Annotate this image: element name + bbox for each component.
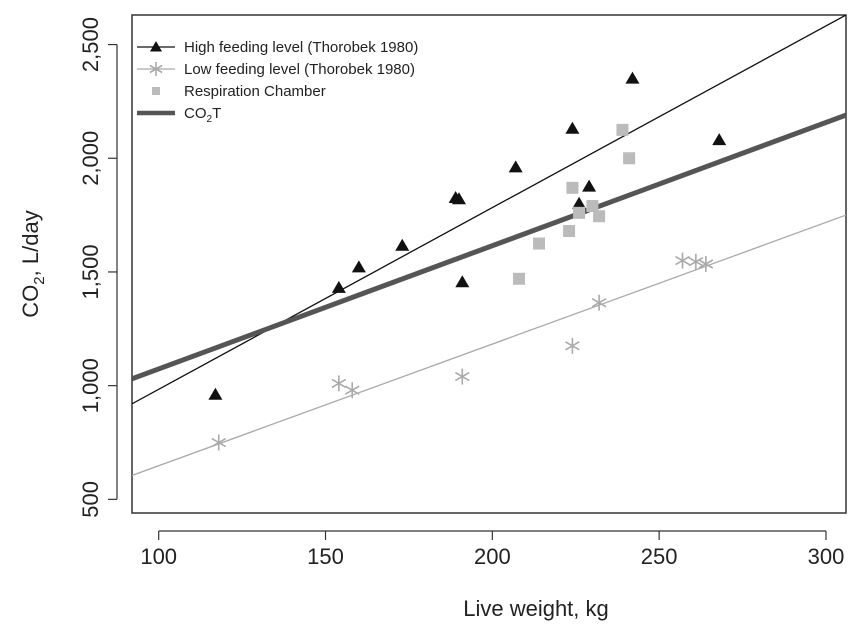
respiration-chamber-point [533,237,546,250]
x-tick-label: 250 [641,544,678,569]
respiration-chamber-point [623,152,636,165]
low-feeding-fit-line [132,214,846,477]
high-feeding-point [451,192,466,205]
high-feeding-point [625,71,640,84]
x-tick-label: 100 [140,544,177,569]
legend-high-triangle-marker [150,41,162,52]
legend-item-low: Low feeding level (Thorobek 1980) [137,61,415,78]
high-feeding-fit-line [132,15,846,405]
x-tick-label: 200 [474,544,511,569]
legend-co2t-label: CO2T [184,105,221,125]
x-axis: 100 150 200 250 300 [140,530,845,569]
y-tick-label: 1,500 [78,244,103,299]
legend-low-asterisk-marker [149,62,163,76]
low-feeding-point [591,294,607,311]
y-axis-title-rest: , L/day [18,210,43,276]
low-feeding-point [331,375,347,392]
high-feeding-point [351,260,366,273]
respiration-chamber-point [616,123,629,136]
plot-frame [131,14,847,514]
high-feeding-point [208,387,223,400]
respiration-chamber-point [563,225,576,238]
y-tick-label: 2,500 [78,17,103,72]
y-axis-title: CO2, L/day [18,210,48,317]
high-feeding-point [395,238,410,251]
x-axis-title: Live weight, kg [463,596,609,621]
high-feeding-point [455,275,470,288]
data-points [208,71,727,451]
legend-item-high: High feeding level (Thorobek 1980) [137,39,418,56]
high-feeding-point [331,280,346,293]
respiration-chamber-point [586,200,599,213]
high-feeding-point [565,121,580,134]
legend-item-chamber: Respiration Chamber [152,83,326,100]
low-feeding-point [688,253,704,270]
low-feeding-point [211,434,227,451]
low-feeding-point [698,256,714,272]
x-tick-label: 150 [307,544,344,569]
high-feeding-point [582,179,597,192]
x-tick-label: 300 [808,544,845,569]
legend-co2t-main: CO [184,105,207,122]
y-axis-title-main: CO [18,285,43,318]
y-axis-title-subscript: 2 [31,276,48,284]
legend-item-co2t: CO2T [137,105,221,125]
y-tick-label: 1,000 [78,358,103,413]
legend-high-label: High feeding level (Thorobek 1980) [184,39,418,56]
low-feeding-point [344,382,360,399]
legend-low-label: Low feeding level (Thorobek 1980) [184,61,415,78]
respiration-chamber-point [573,206,586,219]
high-feeding-point [508,160,523,173]
respiration-chamber-point [566,181,579,194]
fit-lines [132,15,846,477]
legend-chamber-label: Respiration Chamber [184,83,326,100]
high-feeding-point [712,133,727,146]
high-feeding-point [572,196,587,209]
legend-chamber-square-marker [152,87,160,95]
co2t-fit-line [132,112,846,382]
y-axis: 500 1,000 1,500 2,000 2,500 [78,17,118,518]
low-feeding-point [675,252,690,269]
y-tick-label: 2,000 [78,131,103,186]
low-feeding-point [454,368,470,385]
legend-co2t-rest: T [212,105,221,122]
respiration-chamber-point [593,210,606,223]
respiration-chamber-point [513,272,526,285]
y-tick-label: 500 [78,481,103,518]
low-feeding-point [565,337,580,354]
legend: High feeding level (Thorobek 1980) Low f… [137,39,418,125]
legend-co2t-subscript: 2 [207,114,213,125]
